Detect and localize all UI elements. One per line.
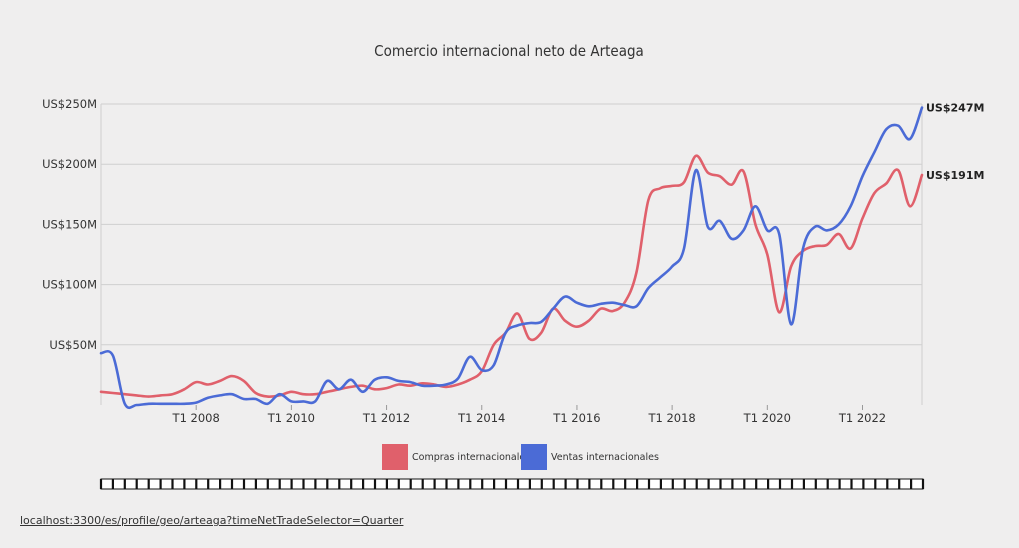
page-url-link[interactable]: localhost:3300/es/profile/geo/arteaga?ti… — [20, 514, 404, 527]
x-tick-label: T1 2008 — [172, 411, 220, 425]
time-slider[interactable] — [99, 478, 925, 490]
legend-swatch-imports[interactable] — [382, 444, 408, 470]
end-labels: US$191M US$247M — [926, 102, 984, 182]
x-tick-label: T1 2018 — [647, 411, 695, 425]
legend-item-imports[interactable]: Compras internacionales — [382, 444, 530, 470]
legend: Compras internacionales Ventas internaci… — [382, 444, 659, 470]
end-label-imports: US$191M — [926, 169, 984, 182]
series-line-exports[interactable] — [99, 106, 924, 410]
series-line-imports[interactable] — [99, 154, 924, 398]
x-tick-label: T1 2020 — [743, 411, 791, 425]
x-tick-label: T1 2010 — [267, 411, 315, 425]
x-axis-ticks: T1 2008 T1 2010 T1 2012 T1 2014 T1 2016 T1 20… — [172, 405, 886, 425]
y-tick-label: US$200M — [42, 157, 97, 171]
series-lines — [99, 106, 924, 410]
legend-label-exports: Ventas internacionales — [551, 452, 659, 463]
x-tick-label: T1 2022 — [838, 411, 886, 425]
time-slider-ticks — [99, 479, 925, 489]
y-tick-label: US$50M — [49, 338, 97, 352]
gridlines — [101, 103, 922, 346]
y-axis-ticks: US$50M US$100M US$150M US$200M US$250M — [42, 97, 97, 352]
legend-item-exports[interactable]: Ventas internacionales — [521, 444, 659, 470]
x-tick-label: T1 2014 — [457, 411, 505, 425]
end-label-exports: US$247M — [926, 102, 984, 115]
chart-title: Comercio internacional neto de Arteaga — [374, 42, 644, 60]
time-slider-track[interactable] — [100, 478, 924, 490]
legend-swatch-exports[interactable] — [521, 444, 547, 470]
y-tick-label: US$150M — [42, 217, 97, 231]
y-tick-label: US$100M — [42, 278, 97, 292]
x-tick-label: T1 2012 — [362, 411, 410, 425]
x-tick-label: T1 2016 — [552, 411, 600, 425]
legend-label-imports: Compras internacionales — [412, 452, 530, 463]
axes — [100, 104, 923, 405]
y-tick-label: US$250M — [42, 97, 97, 111]
